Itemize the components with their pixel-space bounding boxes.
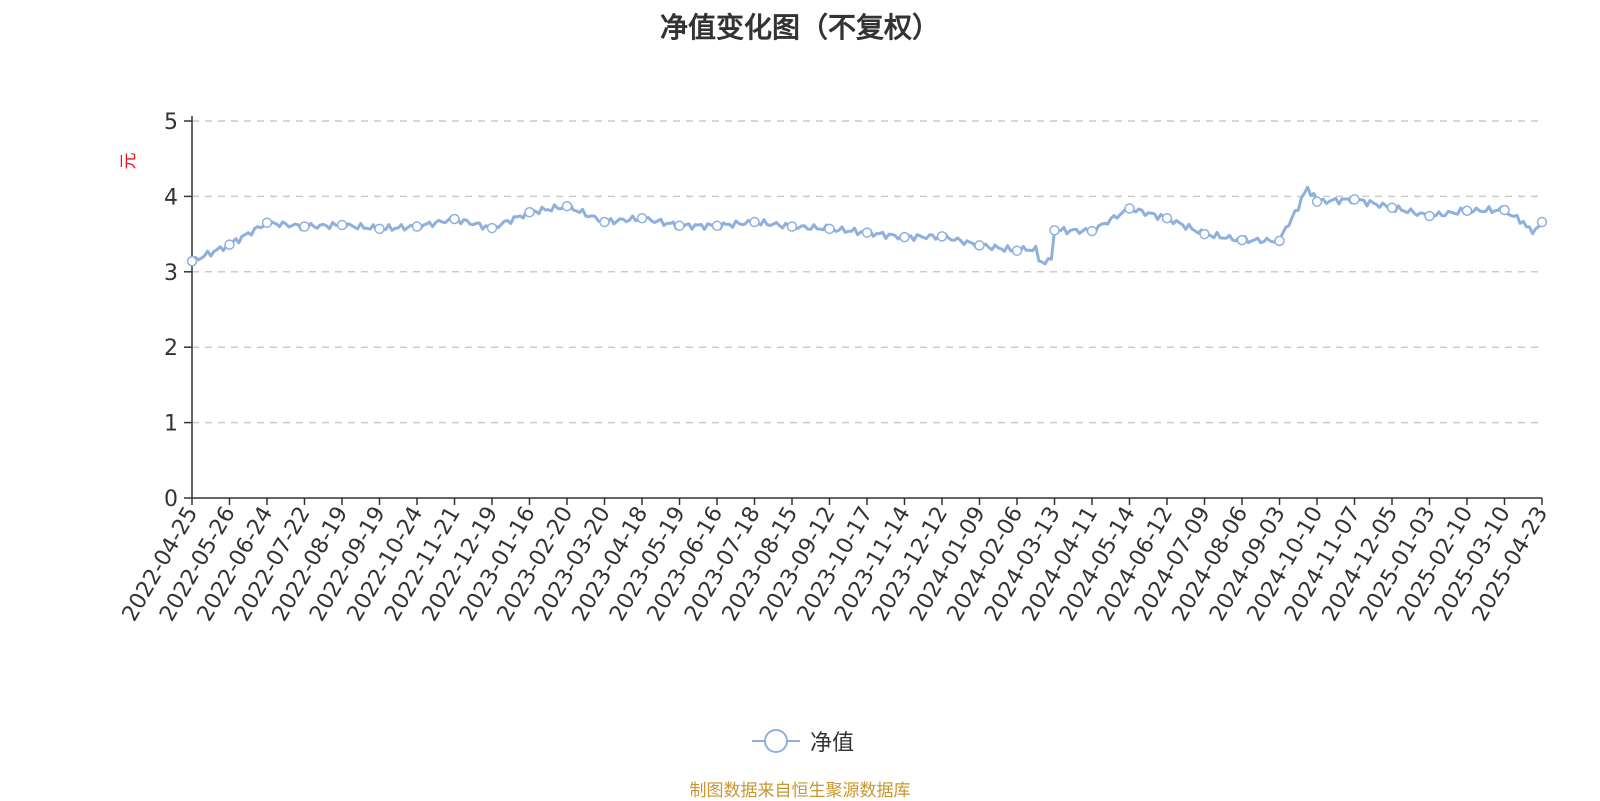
y-tick-label: 5 bbox=[164, 110, 178, 135]
data-source-note: 制图数据来自恒生聚源数据库 bbox=[689, 781, 911, 801]
data-point bbox=[1461, 205, 1473, 216]
y-tick-label: 2 bbox=[164, 336, 178, 361]
series-line-nav bbox=[190, 185, 1544, 266]
data-point bbox=[561, 200, 573, 212]
data-point bbox=[1199, 228, 1210, 240]
chart-legend[interactable]: 净值 bbox=[750, 725, 854, 757]
data-point bbox=[1124, 203, 1135, 214]
data-point bbox=[1274, 235, 1285, 247]
data-point bbox=[299, 221, 310, 232]
data-point bbox=[1086, 225, 1098, 237]
y-axis-label: 元 bbox=[119, 153, 139, 170]
data-point bbox=[1049, 225, 1060, 236]
data-point bbox=[674, 220, 685, 232]
data-point bbox=[749, 216, 760, 228]
data-point bbox=[786, 221, 798, 232]
data-point bbox=[936, 231, 948, 242]
data-point bbox=[636, 213, 648, 224]
data-point bbox=[449, 213, 460, 225]
data-point bbox=[411, 221, 423, 232]
data-point bbox=[1011, 245, 1023, 256]
legend-label: 净值 bbox=[810, 731, 855, 756]
data-point bbox=[824, 223, 835, 235]
data-point bbox=[374, 223, 385, 235]
data-point bbox=[1311, 196, 1323, 207]
y-tick-label: 4 bbox=[164, 185, 178, 210]
data-point bbox=[974, 240, 985, 251]
data-point bbox=[486, 222, 498, 234]
data-point bbox=[1424, 210, 1435, 222]
legend-marker-icon bbox=[752, 729, 800, 753]
data-point bbox=[186, 255, 198, 267]
data-point bbox=[261, 217, 273, 229]
data-point bbox=[1536, 216, 1548, 228]
y-tick-label: 0 bbox=[164, 487, 178, 512]
data-point bbox=[1236, 234, 1248, 246]
data-point bbox=[899, 231, 910, 243]
data-point bbox=[1161, 213, 1173, 224]
data-point bbox=[711, 220, 723, 232]
data-point bbox=[336, 219, 348, 231]
data-point bbox=[524, 206, 535, 218]
chart-title: 净值变化图（不复权） bbox=[659, 11, 940, 44]
y-tick-label: 1 bbox=[164, 412, 178, 437]
data-point bbox=[599, 216, 610, 228]
data-point bbox=[224, 239, 235, 250]
data-point bbox=[1386, 202, 1398, 213]
data-point bbox=[861, 227, 873, 238]
y-tick-label: 3 bbox=[164, 261, 178, 286]
data-point bbox=[1349, 194, 1360, 205]
data-point bbox=[1499, 204, 1510, 216]
